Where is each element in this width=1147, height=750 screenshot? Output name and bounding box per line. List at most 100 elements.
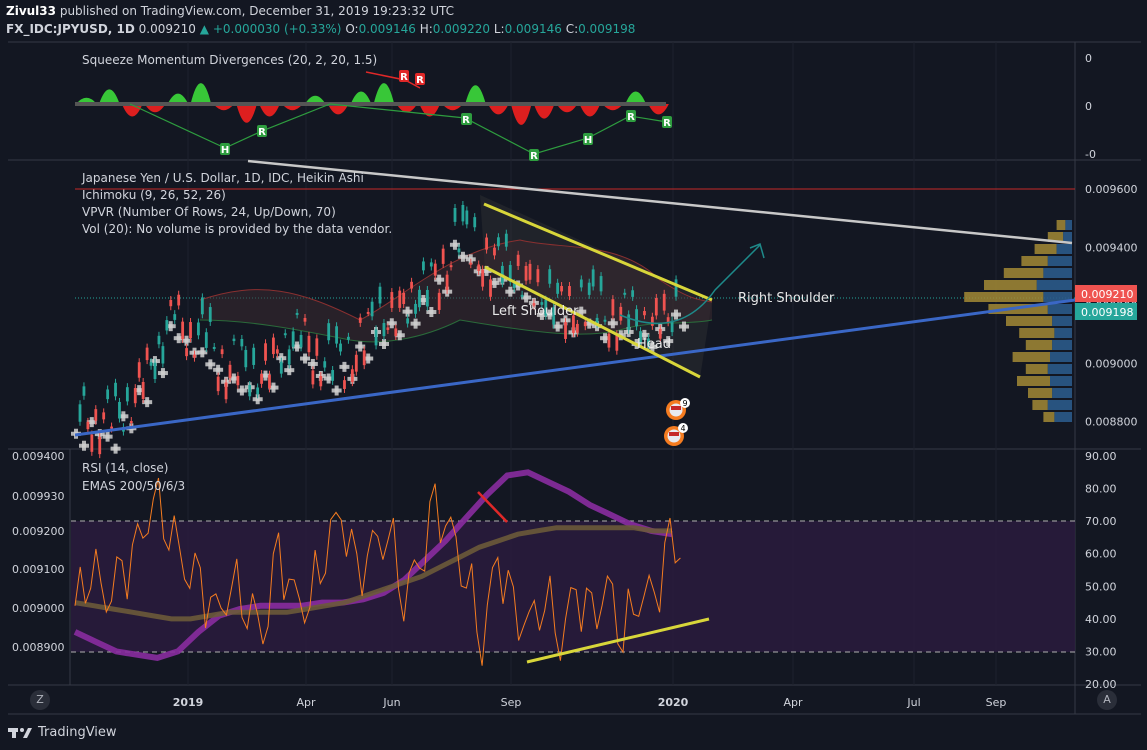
candle-body	[607, 333, 611, 348]
candle-body	[208, 307, 212, 322]
squeeze-bar	[465, 85, 486, 104]
vpvr-up-bar	[984, 280, 1037, 290]
ha-cross-v	[334, 385, 339, 396]
squeeze-bar	[259, 104, 280, 117]
symbol-name[interactable]: FX_IDC:JPYUSD, 1D	[6, 22, 135, 36]
candle-body	[157, 335, 161, 345]
change-value: +0.000030 (+0.33%)	[212, 22, 342, 36]
candle-body	[374, 329, 378, 346]
event-flag-icon[interactable]: 4	[664, 423, 688, 446]
candle-body	[161, 346, 165, 364]
candle-body	[382, 323, 386, 337]
divergence-marker	[257, 125, 267, 137]
candle-body	[587, 282, 591, 295]
projection-arrow	[619, 244, 761, 325]
heikin-ashi-candles	[78, 200, 678, 459]
log-toggle-button[interactable]: Z	[30, 690, 50, 710]
ha-cross-v	[429, 307, 434, 318]
candle-body	[579, 279, 583, 288]
candle-body	[133, 388, 137, 404]
candle-body	[145, 347, 149, 361]
divergence-line-bear	[365, 71, 421, 89]
candle-body	[232, 338, 236, 342]
candle-body	[323, 361, 327, 368]
candle-body	[358, 317, 362, 323]
candle-body	[619, 306, 623, 321]
vpvr-down-bar	[1050, 376, 1072, 386]
ha-cross	[173, 333, 184, 344]
divergence-marker-label: R	[258, 127, 266, 138]
rsi-subtitle: EMAS 200/50/6/3	[82, 479, 185, 493]
ha-cross-v	[460, 251, 465, 262]
vpvr-down-bar	[1052, 316, 1072, 326]
vpvr-down-bar	[1054, 328, 1072, 338]
ha-cross	[165, 321, 176, 332]
channel-lower-line	[484, 265, 701, 379]
ha-cross-v	[682, 321, 686, 332]
arrow-head-icon	[749, 242, 765, 259]
tradingview-brand[interactable]: TradingView	[38, 724, 117, 740]
rsi-tick-label: 30.00	[1085, 645, 1117, 658]
ha-cross	[252, 394, 263, 405]
vpvr-up-bar	[1028, 388, 1053, 398]
candle-body	[240, 338, 244, 347]
candle-body	[599, 276, 603, 292]
time-tick-label: Apr	[296, 696, 316, 709]
candle-body	[354, 354, 358, 372]
vpvr-down-bar	[1063, 232, 1072, 242]
candle-body	[552, 307, 556, 325]
auto-scale-button[interactable]: A	[1097, 690, 1117, 710]
ha-cross-v	[405, 306, 410, 317]
candle-body	[457, 248, 461, 253]
event-flag-icon[interactable]: 9	[666, 398, 690, 420]
publish-line: Zivul33 published on TradingView.com, De…	[6, 4, 454, 18]
ha-cross	[386, 318, 397, 329]
candle-body	[339, 343, 342, 352]
author-name[interactable]: Zivul33	[6, 4, 56, 18]
ha-cross-v	[555, 321, 560, 332]
rsi-axis[interactable]: 90.00 80.00 70.00 60.00 50.00 40.00 30.00 20.00	[1085, 450, 1117, 691]
candle-body	[114, 382, 117, 397]
divergence-marker-label: R	[462, 115, 470, 126]
candle-body	[623, 292, 627, 295]
squeeze-scale-label: 0	[1085, 52, 1092, 65]
time-tick-label: Apr	[783, 696, 803, 709]
candle-body	[197, 322, 200, 336]
rsi-tick-label: 50.00	[1085, 580, 1117, 593]
squeeze-bar	[648, 104, 669, 115]
main-legend-line: Japanese Yen / U.S. Dollar, 1D, IDC, Hei…	[81, 171, 364, 185]
ha-cross-v	[145, 397, 150, 408]
candle-body	[453, 208, 457, 222]
squeeze-scale-label: -0	[1085, 148, 1096, 161]
ha-cross	[584, 318, 595, 329]
divergence-marker-label: R	[416, 75, 424, 86]
ha-cross-v	[642, 329, 647, 340]
candle-body	[260, 374, 263, 384]
ha-cross	[228, 373, 239, 384]
time-tick-label: Sep	[986, 696, 1007, 709]
rsi-band-fill	[71, 521, 1075, 652]
close-price-badge	[1075, 303, 1137, 320]
time-axis[interactable]: 2019 Apr Jun Sep 2020 Apr Jul Sep	[173, 696, 1007, 709]
vpvr-up-bar	[1047, 232, 1064, 242]
ha-cross-v	[295, 341, 300, 352]
candle-body	[449, 265, 453, 268]
channel-upper-line	[483, 202, 713, 302]
squeeze-bar	[99, 89, 120, 104]
candle-body	[315, 338, 319, 356]
left-shoulder-label: Left Shoulder	[492, 304, 579, 319]
candle-body	[189, 322, 192, 339]
candle-body	[508, 264, 512, 282]
volume-profile	[964, 220, 1072, 422]
ha-cross	[394, 330, 405, 341]
candle-body	[564, 322, 567, 339]
candle-body	[402, 292, 406, 305]
squeeze-bar	[190, 83, 212, 104]
candle-body	[110, 426, 113, 429]
candle-body	[153, 362, 157, 380]
squeeze-bar	[533, 104, 555, 119]
left-price-axis[interactable]: 0.009400 0.009930 0.009200 0.009100 0.009000…	[12, 450, 65, 654]
ha-cross	[647, 341, 658, 352]
ha-cross	[489, 277, 500, 288]
